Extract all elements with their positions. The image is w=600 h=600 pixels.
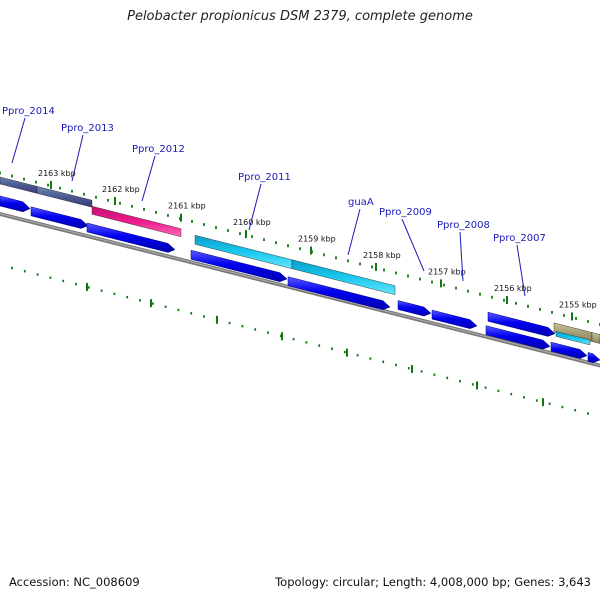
gene-label: Ppro_2007 [493, 233, 546, 244]
ruler-label: 2160 kbp [233, 218, 271, 227]
cds-arrow [587, 352, 600, 363]
accession-text: Accession: NC_008609 [9, 575, 140, 589]
cds-arrow [0, 195, 31, 213]
gene-leader-line [71, 134, 84, 182]
gene-label: guaA [348, 197, 374, 208]
gene-bar-ppro-2013 [36, 186, 93, 208]
cds-arrow [30, 206, 89, 229]
ruler-label: 2156 kbp [494, 284, 532, 293]
gene-label: Ppro_2011 [238, 172, 291, 183]
gene-leader-line [347, 208, 361, 256]
gene-leader-line [401, 218, 425, 272]
ruler-label: 2159 kbp [298, 235, 336, 244]
gene-label: Ppro_2012 [132, 144, 185, 155]
ruler-label: 2162 kbp [102, 185, 140, 194]
backbone [0, 212, 600, 368]
gene-label: Ppro_2013 [61, 123, 114, 134]
cds-arrow [287, 276, 391, 310]
ruler-label: 2163 kbp [38, 169, 76, 178]
gene-label: Ppro_2014 [2, 106, 55, 117]
gene-bar-ppro-2014 [0, 176, 38, 194]
ruler: 2163 kbp 2162 kbp 2161 kbp 2160 kbp 2159 kbp… [0, 169, 600, 326]
cds-arrow [487, 311, 556, 337]
backbone-highlight [0, 213, 600, 366]
gene-leader-line [248, 183, 262, 231]
cds-arrow [397, 300, 432, 317]
gene-bar-ppro-2012 [91, 205, 182, 237]
gene-leader-line [11, 117, 26, 164]
cds-arrow [485, 325, 551, 350]
gene-labels: Ppro_2014 Ppro_2013 Ppro_2012 Ppro_2011 guaA… [2, 106, 546, 297]
cds-arrow [190, 249, 288, 282]
cds-arrow [86, 222, 176, 253]
cds-arrow [431, 309, 478, 329]
gene-leader-line [459, 231, 464, 282]
gene-label: Ppro_2008 [437, 220, 490, 231]
cds-arrow [550, 341, 588, 359]
gene-label: Ppro_2009 [379, 207, 432, 218]
gene-bar-guaa [291, 259, 396, 295]
ruler-label: 2161 kbp [168, 202, 206, 211]
inner-ruler [11, 266, 589, 415]
map-title: Pelobacter propionicus DSM 2379, complet… [127, 9, 473, 24]
gene-leader-line [516, 244, 526, 297]
ruler-label: 2158 kbp [363, 251, 401, 260]
ruler-label: 2157 kbp [428, 267, 466, 276]
feature-track [0, 176, 600, 363]
genome-summary: Topology: circular; Length: 4,008,000 bp… [275, 575, 591, 589]
gene-bar-ppro-2006-b [555, 331, 591, 346]
gene-leader-line [141, 155, 156, 202]
gene-bar-next [591, 332, 600, 344]
ruler-label: 2155 kbp [559, 300, 597, 309]
